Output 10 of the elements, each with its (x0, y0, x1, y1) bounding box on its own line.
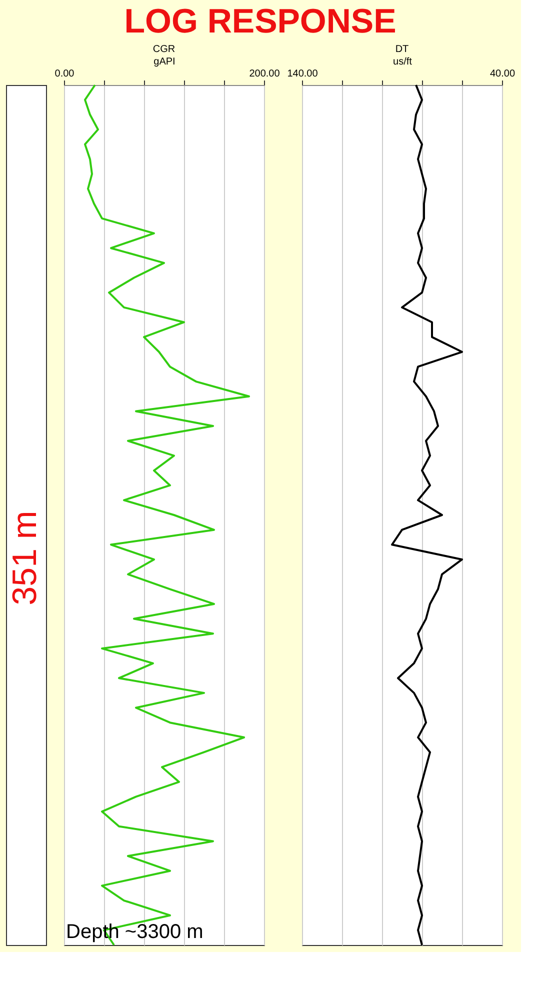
chart-title: LOG RESPONSE (124, 2, 396, 40)
x-axis-title: gAPI (154, 56, 176, 68)
text: 351 m (6, 510, 44, 606)
x-axis-title: us/ft (393, 56, 412, 68)
chart-subtitle: CGR (152, 44, 176, 55)
x-tick-label: 0.00 (54, 68, 75, 80)
x-tick-label: 40.00 (490, 68, 516, 80)
x-tick-label: 140.00 (287, 68, 318, 80)
x-tick-label: 200.00 (249, 68, 280, 80)
chart-subtitle: DT (395, 44, 409, 55)
